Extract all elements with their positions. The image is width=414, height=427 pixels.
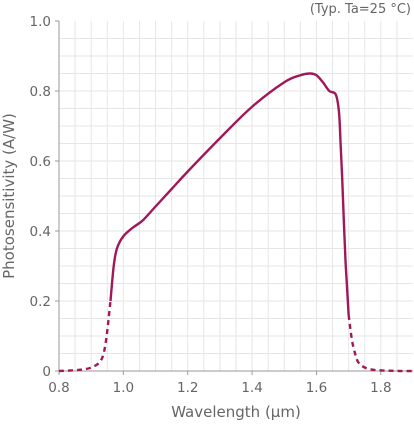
y-tick-label: 0.8 (30, 84, 51, 100)
x-tick-label: 1.8 (370, 380, 391, 396)
y-tick-label: 1.0 (30, 14, 51, 30)
y-tick-label: 0.4 (30, 224, 51, 240)
x-tick-label: 1.2 (177, 380, 198, 396)
x-tick-label: 0.8 (48, 380, 69, 396)
x-tick-label: 1.4 (241, 380, 262, 396)
series-line-dashed-0 (58, 300, 112, 373)
axes: 0.8 1.0 1.2 1.4 1.6 1.8 0 0.2 0.4 0.6 0.8 1.0 (30, 14, 413, 396)
x-tick-label: 1.0 (113, 380, 134, 396)
xlabel: Wavelength (μm) (171, 403, 301, 421)
y-tick-label: 0.6 (30, 154, 51, 170)
condition-note: (Typ. Ta=25 °C) (310, 2, 411, 17)
series-line-dashed-2 (347, 314, 414, 373)
y-tick-label: 0 (42, 364, 51, 380)
series-line-solid (109, 72, 350, 316)
ylabel: Photosensitivity (A/W) (0, 113, 18, 279)
x-tick-label: 1.6 (306, 380, 327, 396)
grid (59, 21, 413, 371)
series-group (58, 72, 414, 373)
labels-group: Photosensitivity (A/W) Wavelength (μm) (… (0, 2, 411, 421)
y-tick-label: 0.2 (30, 294, 51, 310)
